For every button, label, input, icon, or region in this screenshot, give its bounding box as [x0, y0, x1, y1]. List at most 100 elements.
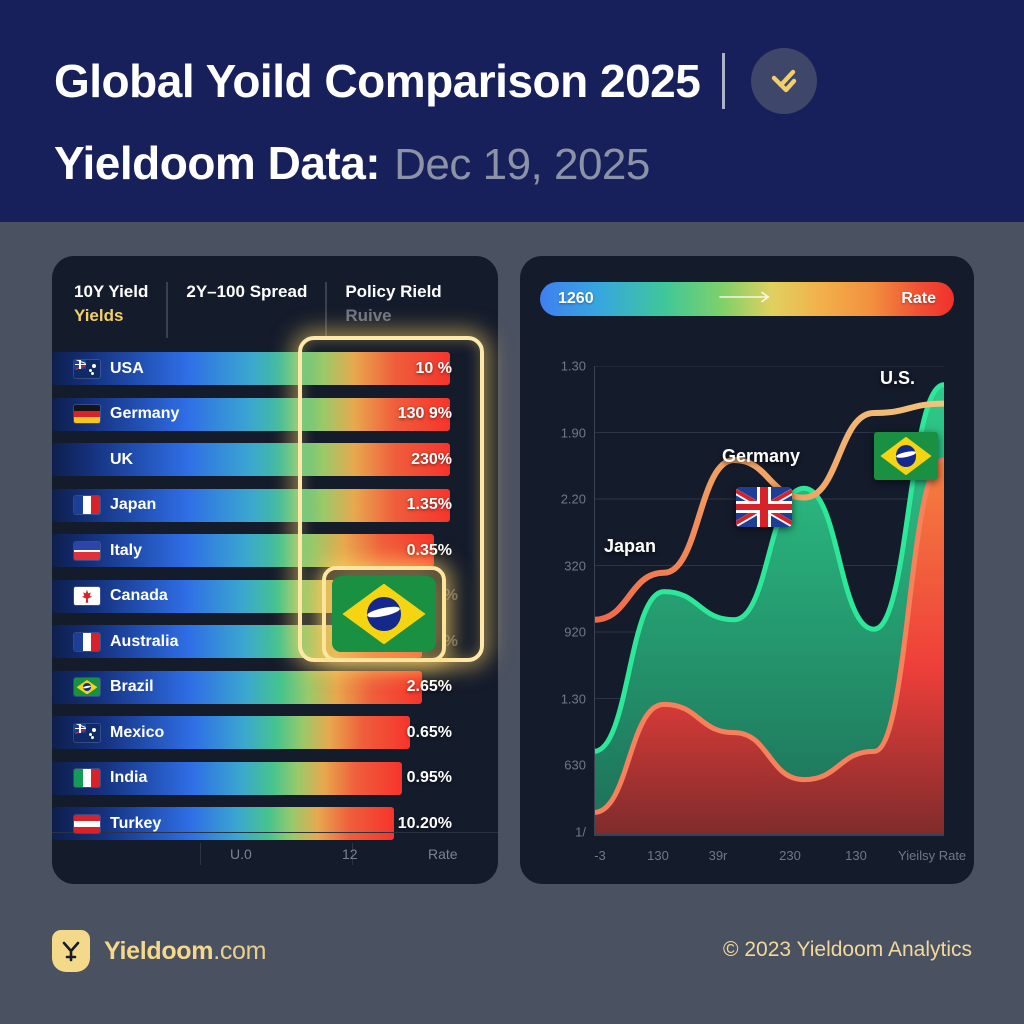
flag-fr-icon — [74, 496, 100, 515]
column-header-10y-main: 10Y Yield — [74, 282, 149, 301]
x-axis-tick: 130 — [845, 848, 867, 863]
column-header-spread-main: 2Y–100 Spread — [186, 282, 308, 301]
yield-rows-list: USA 10 % Germany 130 9% UK 230% Japan 1.35% Ital… — [52, 342, 498, 847]
yield-value: 1.35% — [406, 496, 452, 514]
yield-bar — [52, 488, 450, 522]
brand-tld: .com — [213, 936, 267, 965]
yield-value: 0.95% — [406, 769, 452, 787]
country-name: India — [110, 769, 148, 787]
flag-br-badge-icon — [332, 576, 436, 652]
yield-value: % — [443, 587, 458, 605]
area-chart-svg — [591, 365, 947, 836]
axis-tick-0: U.0 — [230, 845, 252, 862]
yield-bar — [52, 534, 435, 567]
table-row[interactable]: Germany 130 9% — [52, 392, 498, 438]
table-row[interactable]: UK 230% — [52, 437, 498, 483]
title-divider — [722, 53, 726, 109]
flag-de-icon — [74, 405, 100, 424]
country-name: Italy — [110, 541, 143, 559]
table-row[interactable]: Brazil 2.65% — [52, 665, 498, 711]
column-header-10y-sub: Yields — [74, 306, 124, 325]
yield-bar — [52, 807, 395, 840]
country-name: Mexico — [110, 723, 165, 741]
yield-value: 10.20% — [397, 814, 452, 832]
yieldoom-logo-icon — [52, 930, 90, 972]
country-name: Brazil — [110, 678, 154, 696]
axis-tick-2: Rate — [428, 845, 458, 862]
x-axis-tick: 230 — [779, 848, 801, 863]
yield-bar — [52, 397, 450, 431]
y-axis-tick: 1/ — [575, 824, 586, 839]
brand-logo-text: Yieldoom.com — [104, 937, 266, 966]
page-title: Global Yoild Comparison 2025 — [54, 55, 701, 107]
axis-tick-1: 12 — [342, 845, 358, 862]
bar-chart-axis: U.0 12 Rate — [52, 832, 498, 874]
x-axis-tick: -3 — [594, 848, 606, 863]
legend-left-label: 1260 — [558, 290, 594, 307]
flag-ca-icon — [74, 587, 100, 606]
x-axis-tick: Yieilsy Rate — [898, 848, 967, 863]
table-row[interactable]: India 0.95% — [52, 756, 498, 802]
brand-name: Yieldoom — [104, 936, 214, 965]
column-header-policy-main: Policy Rield — [345, 282, 442, 301]
row-label: USA — [52, 359, 144, 378]
brand-logo[interactable]: Yieldoom.com — [52, 930, 266, 972]
row-label: UK — [52, 451, 133, 469]
row-label: India — [52, 769, 148, 788]
row-label: Japan — [52, 496, 157, 515]
yield-bar — [52, 716, 411, 749]
arrow-right-icon — [718, 290, 776, 308]
yield-bar — [52, 443, 450, 476]
table-row[interactable]: Japan 1.35% — [52, 483, 498, 529]
yield-value: 0.65% — [406, 723, 452, 741]
column-headers: 10Y Yield Yields 2Y–100 Spread Policy Ri… — [52, 256, 498, 342]
x-axis-tick: 39r — [708, 848, 728, 863]
y-axis-tick: 320 — [564, 558, 586, 573]
flag-uk-icon — [736, 487, 792, 527]
flag-at-icon — [74, 814, 100, 833]
table-row[interactable]: Mexico 0.65% — [52, 710, 498, 756]
yield-bar — [52, 352, 450, 385]
country-name: USA — [110, 359, 144, 377]
country-name: Japan — [110, 496, 157, 514]
column-header-policy: Policy Rield Ruive — [345, 282, 441, 326]
page-header: Global Yoild Comparison 2025 Yieldoom Da… — [0, 0, 1024, 222]
yield-curve-panel: 1260 Rate 1.30 1.90 2.20 320 920 1.30 630 1/ — [520, 256, 974, 884]
flag-au-icon — [74, 723, 100, 742]
title-row: Global Yoild Comparison 2025 — [54, 48, 1024, 114]
table-row[interactable]: USA 10 % — [52, 346, 498, 392]
row-label: Mexico — [52, 723, 165, 742]
table-row[interactable]: Turkey 10.20% — [52, 801, 498, 847]
flag-au-icon — [74, 359, 100, 378]
country-name: Germany — [110, 405, 180, 423]
legend-right-label: Rate — [901, 290, 936, 307]
yields-bar-panel: 10Y Yield Yields 2Y–100 Spread Policy Ri… — [52, 256, 498, 884]
gradient-legend-bar: 1260 Rate — [540, 282, 954, 316]
row-label: Brazil — [52, 678, 154, 697]
check-chevron-down-icon[interactable] — [751, 48, 818, 114]
flag-it-red-icon — [74, 541, 100, 560]
yield-value: 0.35% — [406, 541, 452, 559]
yield-value: 130 9% — [397, 405, 452, 423]
flag-it-icon — [74, 769, 100, 788]
column-header-spread: 2Y–100 Spread — [186, 282, 307, 302]
annotation-us: U.S. — [880, 368, 916, 388]
yield-value: 230% — [411, 450, 452, 468]
country-name: UK — [110, 450, 134, 468]
subtitle-row: Yieldoom Data: Dec 19, 2025 — [54, 136, 1024, 190]
yield-value: 2.65% — [406, 678, 452, 696]
table-row[interactable]: Italy 0.35% — [52, 528, 498, 574]
row-label: Italy — [52, 541, 143, 560]
subtitle-label: Yieldoom Data: — [54, 137, 381, 189]
subtitle-date: Dec 19, 2025 — [394, 140, 650, 189]
header-divider-1 — [166, 282, 169, 338]
country-name: Australia — [110, 632, 179, 650]
row-label: Germany — [52, 405, 180, 424]
column-header-10y: 10Y Yield Yields — [74, 282, 148, 326]
row-label: Australia — [52, 632, 179, 651]
flag-br-icon — [74, 678, 100, 697]
x-axis-tick: 130 — [647, 848, 669, 863]
area-chart-plot — [591, 365, 947, 836]
flag-br-badge-chart-icon — [874, 432, 938, 480]
x-axis-labels: -3 130 39r 230 130 Yieilsy Rate — [560, 848, 967, 872]
